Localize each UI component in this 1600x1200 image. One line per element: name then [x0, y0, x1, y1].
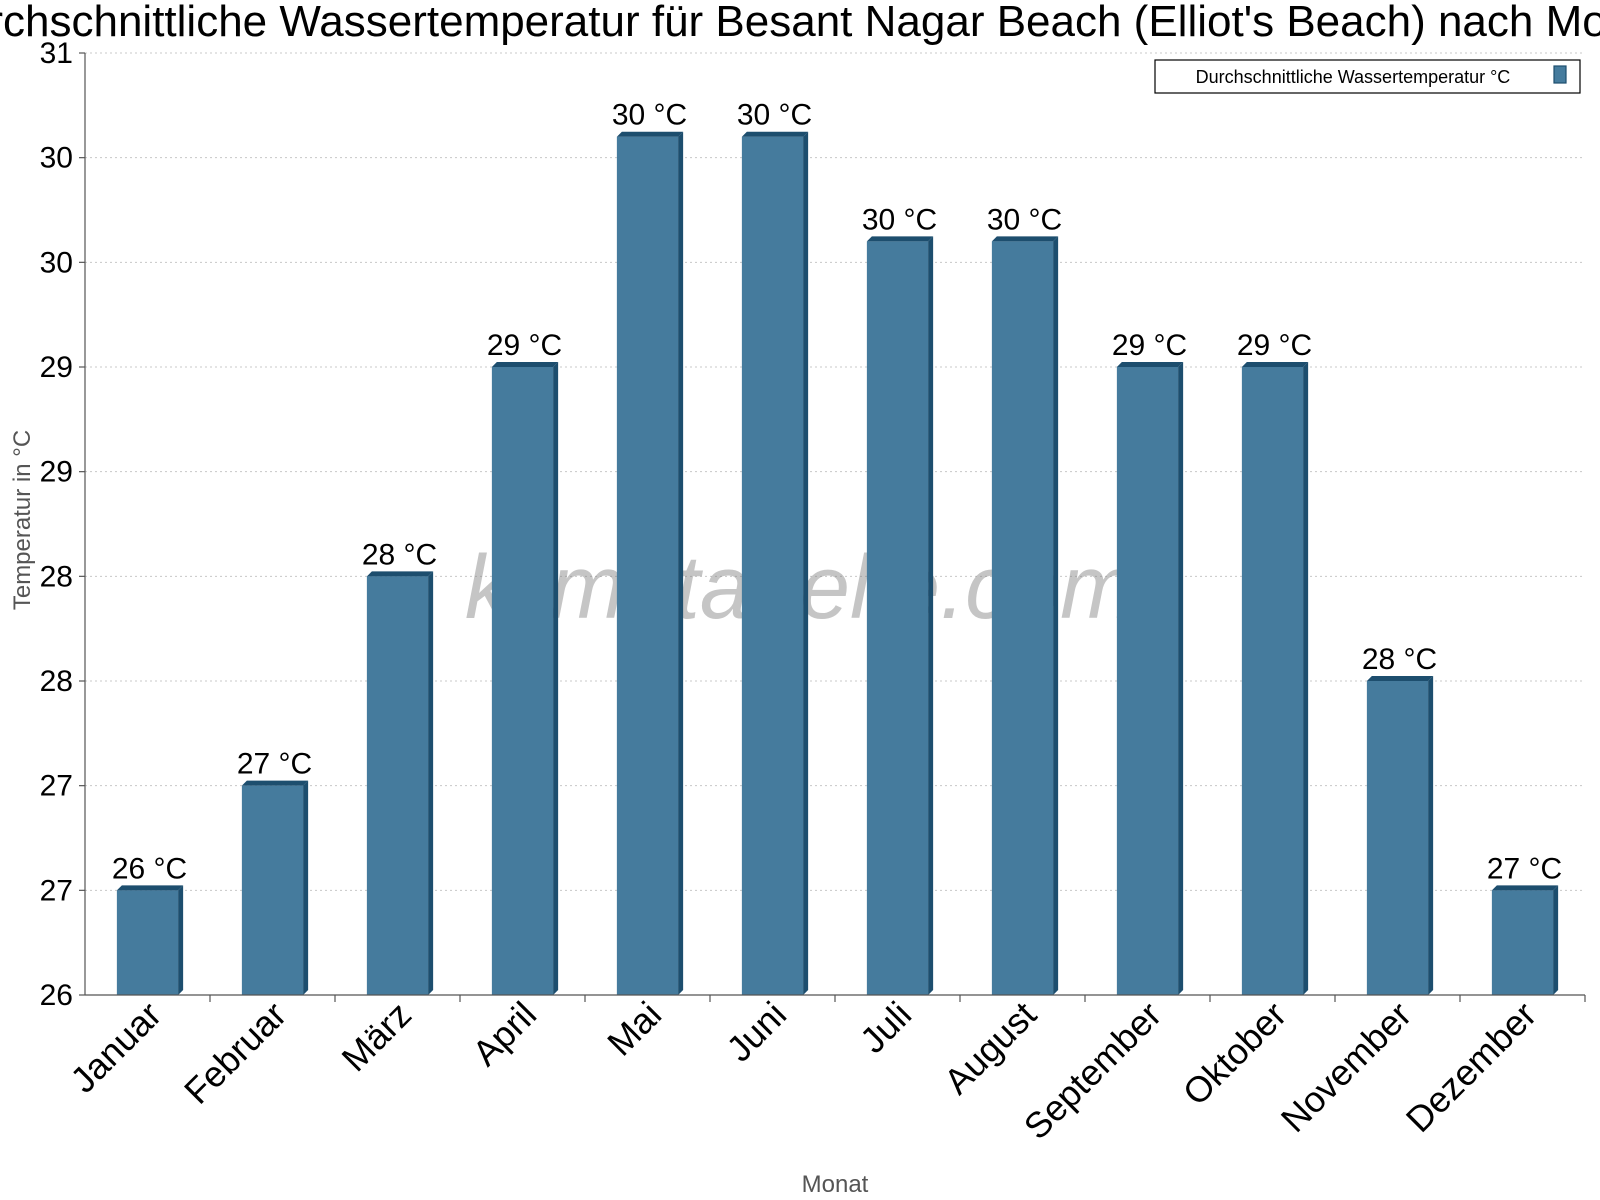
legend-box	[1154, 59, 1581, 94]
bar-november	[1366, 676, 1434, 995]
bar-front	[866, 241, 929, 995]
bar-top	[1491, 885, 1559, 891]
y-tick-label: 28	[40, 560, 73, 593]
x-tick-label: August	[936, 994, 1044, 1102]
bar-side	[1178, 362, 1184, 995]
data-label: 28 °C	[362, 538, 437, 571]
x-tick-label: Februar	[176, 994, 294, 1112]
x-axis-title: Monat	[802, 1171, 869, 1198]
bar-top	[991, 236, 1059, 242]
y-axis-title: Temperatur in °C	[9, 430, 36, 610]
y-axis-ticks: 26 27 27 28 28 29 29 30 30 31	[40, 37, 85, 1012]
legend-entry-label: Durchschnittliche Wassertemperatur °C	[1196, 67, 1511, 87]
y-tick-label: 28	[40, 665, 73, 698]
bar-top	[866, 236, 934, 242]
bar-front	[366, 576, 429, 995]
x-tick-label: September	[1016, 994, 1170, 1148]
bar-front	[491, 367, 554, 995]
bar-august	[991, 236, 1059, 995]
x-tick-label: Oktober	[1175, 994, 1295, 1114]
y-tick-label: 27	[40, 770, 73, 803]
bar-top	[1116, 362, 1184, 367]
bar-dezember	[1491, 885, 1559, 995]
bar-front	[1241, 367, 1304, 995]
bar-top	[116, 885, 184, 891]
data-label: 29 °C	[487, 329, 562, 362]
bar-juli	[866, 236, 934, 995]
bar-front	[1116, 367, 1179, 995]
data-label: 27 °C	[1487, 852, 1562, 885]
bar-front	[741, 136, 804, 995]
y-tick-label: 29	[40, 456, 73, 489]
bar-side	[1553, 885, 1559, 995]
bar-oktober	[1241, 362, 1309, 995]
y-tick-label: 31	[40, 37, 73, 70]
y-tick-label: 27	[40, 874, 73, 907]
data-label: 29 °C	[1112, 329, 1187, 362]
bar-side	[428, 571, 434, 995]
data-label: 30 °C	[862, 203, 937, 236]
bar-side	[178, 885, 184, 995]
bar-front	[616, 136, 679, 995]
y-tick-label: 30	[40, 246, 73, 279]
bar-side	[1053, 236, 1059, 995]
bar-side	[553, 362, 559, 995]
bar-top	[241, 780, 309, 786]
bar-top	[491, 362, 559, 367]
bar-februar	[241, 780, 309, 995]
bar-juni	[741, 131, 809, 995]
y-tick-label: 29	[40, 351, 73, 384]
data-label: 30 °C	[737, 99, 812, 132]
chart-title: Durchschnittliche Wassertemperatur für B…	[0, 0, 1600, 46]
bar-side	[303, 780, 309, 995]
bar-top	[616, 131, 684, 137]
legend: Durchschnittliche Wassertemperatur °C	[1154, 59, 1581, 94]
bar-front	[1366, 681, 1429, 995]
bar-side	[928, 236, 934, 995]
bar-side	[803, 131, 809, 995]
x-axis-ticks: Januar Februar März April Mai Juni Juli AugustS…	[62, 994, 1586, 1148]
grid-lines	[85, 52, 1585, 891]
bar-top	[366, 571, 434, 577]
x-tick-label: November	[1273, 994, 1419, 1140]
bar-top	[741, 131, 809, 137]
data-label: 26 °C	[112, 852, 187, 885]
y-tick-label: 30	[40, 142, 73, 175]
bar-april	[491, 362, 559, 995]
y-tick-label: 26	[40, 979, 73, 1012]
bar-front	[241, 785, 304, 995]
bar-september	[1116, 362, 1184, 995]
axes	[84, 53, 1585, 996]
bar-front	[1491, 890, 1554, 995]
data-label: 30 °C	[612, 99, 687, 132]
bar-side	[1428, 676, 1434, 995]
x-tick-label: Juni	[718, 994, 794, 1070]
x-tick-label: Mai	[599, 994, 669, 1064]
data-label: 29 °C	[1237, 329, 1312, 362]
data-labels: 26 °C 27 °C 28 °C 29 °C 30 °C 30 °C 30 °C 30 °C…	[112, 99, 1562, 886]
bar-top	[1366, 676, 1434, 681]
x-tick-label: Januar	[62, 994, 169, 1101]
legend-swatch	[1553, 65, 1567, 84]
data-label: 27 °C	[237, 748, 312, 781]
bar-top	[1241, 362, 1309, 367]
bar-front	[991, 241, 1054, 995]
x-tick-label: Dezember	[1398, 994, 1544, 1140]
bar-märz	[366, 571, 434, 995]
x-tick-label: März	[334, 994, 420, 1080]
bar-januar	[116, 885, 184, 995]
bar-side	[1303, 362, 1309, 995]
bars	[116, 131, 1559, 995]
bar-mai	[616, 131, 684, 995]
x-tick-label: Juli	[852, 994, 919, 1061]
data-label: 28 °C	[1362, 643, 1437, 676]
bar-side	[678, 131, 684, 995]
bar-front	[116, 890, 179, 995]
data-label: 30 °C	[987, 203, 1062, 236]
x-tick-label: April	[464, 994, 544, 1074]
